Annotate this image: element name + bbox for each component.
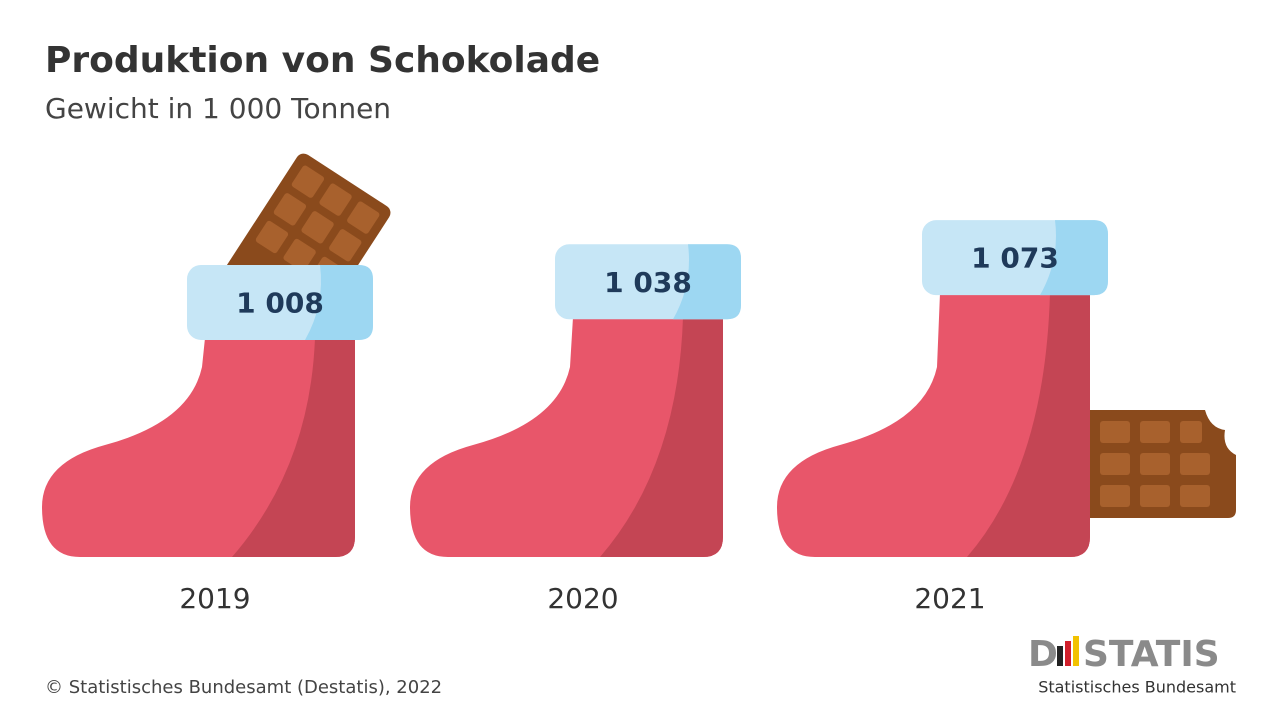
logo-start: D [1028,634,1058,675]
cuff-shade [1040,220,1108,296]
logo: D STATIS Statistisches Bundesamt [1028,634,1236,697]
stocking-shade [967,293,1090,557]
chocolate-bar [1060,410,1236,518]
chart-title: Produktion von Schokolade [45,40,600,81]
x-tick-label: 2019 [179,582,250,615]
value-label: 1 008 [236,286,324,319]
logo-flag [1065,641,1071,666]
logo-subline: Statistisches Bundesamt [1038,678,1236,697]
chart-subtitle: Gewicht in 1 000 Tonnen [45,92,391,125]
cuff-shade [673,244,741,320]
stocking: 1 008 [42,264,373,557]
value-label: 1 073 [971,242,1059,275]
logo-end: STATIS [1083,634,1220,675]
stocking: 1 073 [777,220,1108,557]
x-tick-label: 2020 [547,582,618,615]
stocking-shade [600,317,723,557]
stocking: 1 038 [410,244,741,557]
source-note: © Statistisches Bundesamt (Destatis), 20… [45,677,442,698]
logo-flag [1057,646,1063,666]
cuff-shade [305,264,373,340]
x-tick-label: 2021 [914,582,985,615]
value-label: 1 038 [604,266,692,299]
logo-flag [1073,636,1079,666]
stocking-shade [232,337,355,557]
